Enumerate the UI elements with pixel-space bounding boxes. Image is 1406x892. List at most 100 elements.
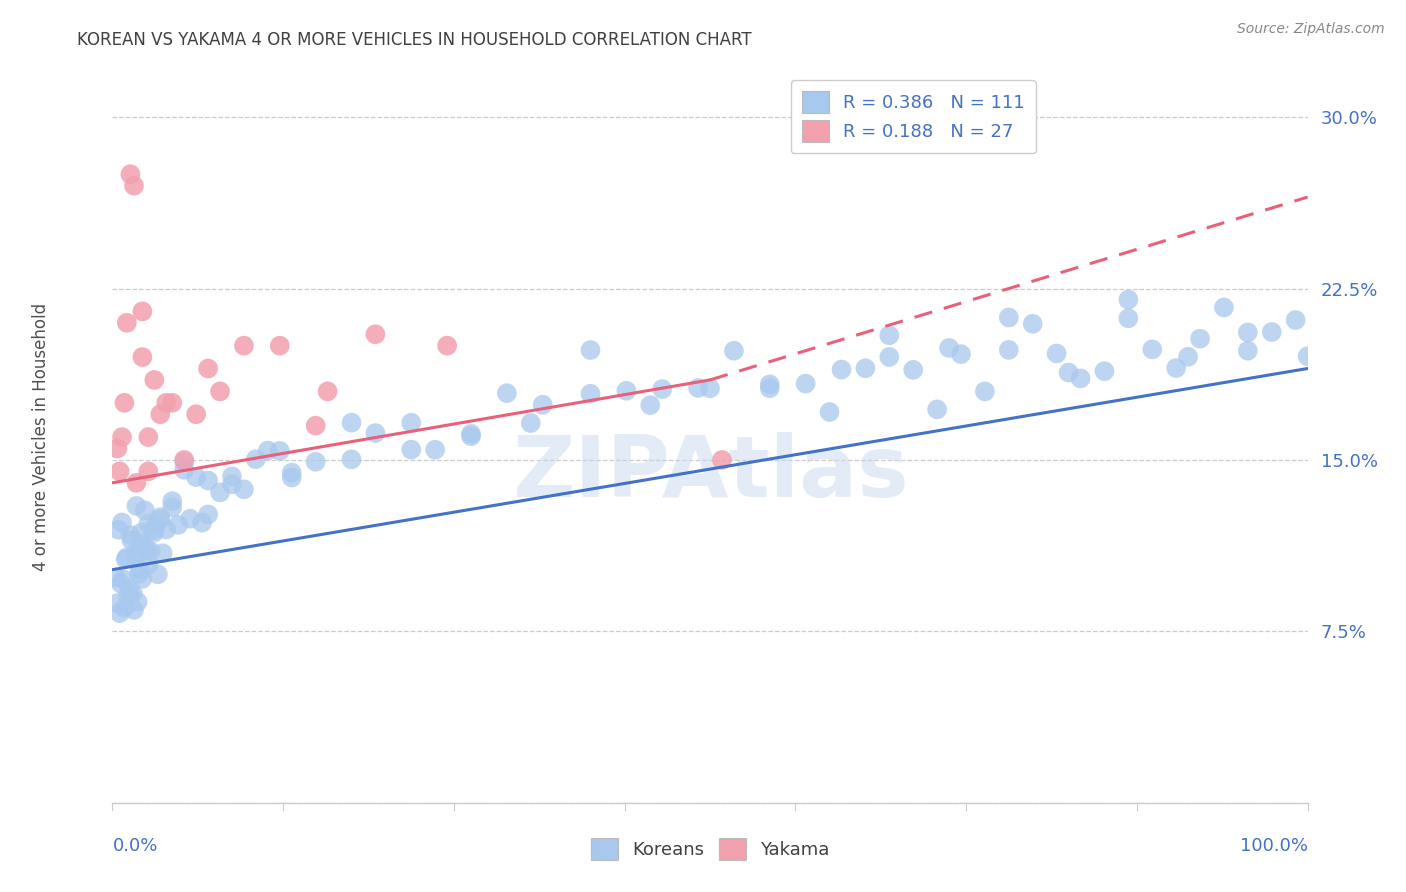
Point xyxy=(118,582,141,597)
Point xyxy=(125,499,148,513)
Point xyxy=(138,558,160,572)
Point xyxy=(1142,343,1164,357)
Point xyxy=(149,510,172,524)
Text: 4 or more Vehicles in Household: 4 or more Vehicles in Household xyxy=(32,303,49,571)
Point xyxy=(209,485,232,500)
Point xyxy=(1213,301,1236,315)
Point xyxy=(179,511,201,525)
Point xyxy=(186,407,208,421)
Point xyxy=(136,543,159,558)
Point xyxy=(269,338,291,352)
Point xyxy=(233,338,256,352)
Point xyxy=(1046,346,1069,360)
Point xyxy=(121,586,143,600)
Point xyxy=(114,552,136,566)
Point xyxy=(209,384,232,399)
Point xyxy=(950,347,973,361)
Point xyxy=(496,386,519,401)
Point xyxy=(138,464,160,478)
Point xyxy=(125,475,148,490)
Point xyxy=(138,430,160,444)
Point xyxy=(131,536,153,550)
Point xyxy=(794,376,817,391)
Point xyxy=(688,381,710,395)
Point xyxy=(316,384,339,399)
Point xyxy=(131,572,153,586)
Point xyxy=(142,524,165,538)
Point xyxy=(759,381,782,395)
Point xyxy=(110,576,132,591)
Point xyxy=(401,416,423,430)
Point xyxy=(1177,350,1199,364)
Point xyxy=(903,363,925,377)
Point xyxy=(149,512,172,526)
Point xyxy=(818,405,841,419)
Point xyxy=(115,316,138,330)
Point xyxy=(112,573,135,587)
Point xyxy=(1237,343,1260,358)
Text: 0.0%: 0.0% xyxy=(112,837,157,855)
Point xyxy=(125,549,148,563)
Point xyxy=(1070,371,1092,385)
Point xyxy=(114,601,135,615)
Point xyxy=(1166,361,1188,376)
Point xyxy=(197,508,219,522)
Point xyxy=(127,595,149,609)
Point xyxy=(105,442,128,456)
Point xyxy=(114,396,135,410)
Point xyxy=(1057,366,1080,380)
Text: Source: ZipAtlas.com: Source: ZipAtlas.com xyxy=(1237,22,1385,37)
Point xyxy=(143,373,166,387)
Point xyxy=(139,544,162,558)
Point xyxy=(998,310,1021,325)
Point xyxy=(131,350,153,364)
Point xyxy=(699,381,721,395)
Point xyxy=(105,571,128,585)
Point xyxy=(129,562,152,576)
Point xyxy=(579,386,602,401)
Point xyxy=(117,589,139,603)
Point xyxy=(640,398,662,412)
Point xyxy=(155,396,177,410)
Point xyxy=(1094,364,1116,378)
Point xyxy=(120,528,142,542)
Point xyxy=(135,542,157,557)
Point xyxy=(460,426,482,441)
Point xyxy=(108,464,131,478)
Point xyxy=(191,516,214,530)
Point xyxy=(173,463,195,477)
Point xyxy=(143,525,166,540)
Point xyxy=(145,518,167,533)
Point xyxy=(146,567,169,582)
Point xyxy=(1189,332,1212,346)
Point xyxy=(340,452,363,467)
Point xyxy=(1261,325,1284,339)
Text: 100.0%: 100.0% xyxy=(1240,837,1308,855)
Point xyxy=(364,327,387,342)
Point xyxy=(1296,349,1319,363)
Point xyxy=(245,452,267,467)
Point xyxy=(723,343,745,358)
Point xyxy=(531,398,554,412)
Point xyxy=(121,533,143,548)
Point xyxy=(616,384,638,398)
Point xyxy=(927,402,949,417)
Point xyxy=(855,361,877,376)
Point xyxy=(155,523,177,537)
Point xyxy=(1118,293,1140,307)
Point xyxy=(1237,326,1260,340)
Point xyxy=(938,341,960,355)
Point xyxy=(879,328,901,343)
Point xyxy=(460,429,482,443)
Point xyxy=(364,425,387,440)
Point xyxy=(149,407,172,421)
Point xyxy=(879,350,901,364)
Point xyxy=(520,416,543,430)
Point xyxy=(1022,317,1045,331)
Point xyxy=(436,338,458,352)
Point xyxy=(197,474,219,488)
Point xyxy=(281,466,304,480)
Point xyxy=(134,503,156,517)
Point xyxy=(138,516,160,531)
Point xyxy=(167,517,190,532)
